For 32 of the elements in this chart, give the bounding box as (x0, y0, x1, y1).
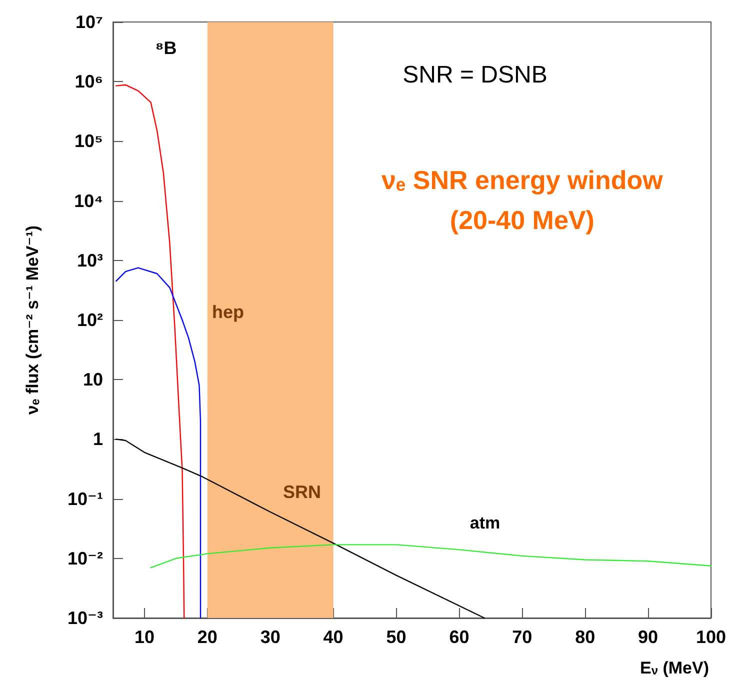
annotation: atm (470, 514, 500, 532)
y-axis-title: νₑ flux (cm⁻² s⁻¹ MeV⁻¹) (23, 225, 42, 415)
line-series (116, 267, 202, 619)
y-tick-label: 10⁷ (76, 12, 103, 32)
y-tick-label: 10⁻² (67, 548, 103, 568)
y-tick-label: 10⁻¹ (67, 488, 103, 509)
y-tick-label: 10⁵ (74, 131, 103, 152)
y-tick-label: 10³ (76, 250, 104, 270)
x-tick-label: 60 (449, 627, 470, 647)
band-label: νₑ SNR energy window (20-40 MeV) (381, 165, 664, 235)
y-tick-label: 10 (82, 370, 103, 390)
x-tick-label: 10 (134, 627, 154, 647)
line-series (150, 544, 712, 568)
x-tick-label: 30 (260, 627, 280, 647)
x-tick-label: 50 (386, 627, 406, 647)
y-tick-label: 10² (76, 310, 104, 330)
line-series (116, 84, 185, 619)
annotation: SRN (282, 482, 322, 502)
y-tick-label: 10⁶ (74, 72, 103, 92)
x-tick-label: 100 (696, 627, 726, 647)
y-tick-label: 10⁻³ (67, 608, 103, 628)
x-axis-title: Eν (MeV) (640, 658, 710, 678)
x-tick-label: 90 (638, 627, 658, 647)
x-tick-label: 80 (575, 627, 596, 647)
annotation: hep (212, 302, 244, 322)
y-tick-label: 1 (92, 429, 103, 450)
x-tick-label: 40 (323, 627, 344, 647)
annotation: SNR = DSNB (402, 62, 548, 88)
x-tick-label: 70 (512, 627, 532, 647)
annotation: ⁸B (155, 38, 177, 58)
x-tick-label: 20 (197, 627, 218, 647)
y-tick-label: 10⁴ (74, 190, 103, 211)
